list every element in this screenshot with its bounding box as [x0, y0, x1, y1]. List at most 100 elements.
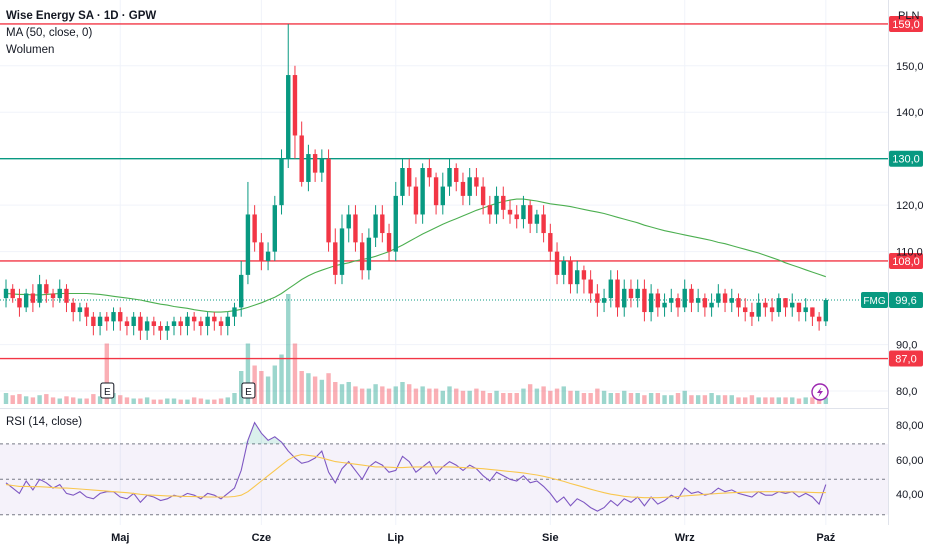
candle-body — [97, 316, 103, 326]
volume-bar — [104, 343, 109, 404]
earnings-marker-box — [100, 382, 115, 399]
candle — [359, 233, 365, 280]
volume-bar — [185, 399, 190, 404]
earnings-marker-label: E — [104, 387, 111, 398]
volume-bar — [165, 398, 170, 404]
volume-bar — [427, 388, 432, 404]
candle — [91, 312, 96, 336]
candle-body — [595, 293, 600, 303]
candles — [3, 23, 829, 340]
candle-body — [454, 168, 459, 182]
candle-body — [642, 288, 647, 313]
earnings-marker-label: E — [245, 387, 252, 398]
volume-bar — [763, 397, 768, 404]
candle-body — [575, 270, 580, 285]
moving-average — [5, 198, 826, 313]
candle — [635, 279, 640, 308]
candle — [790, 293, 795, 317]
volume-bar — [50, 397, 56, 404]
candle-body — [366, 237, 372, 271]
candle — [144, 316, 150, 340]
candle — [816, 312, 822, 331]
candle-body — [306, 154, 311, 182]
volume-bar — [790, 397, 795, 404]
candle — [460, 172, 466, 206]
candle-body — [810, 307, 815, 317]
candle-body — [178, 321, 183, 326]
candle-body — [776, 298, 781, 313]
candle-body — [803, 307, 808, 313]
volume-bar — [111, 393, 116, 404]
candle-body — [191, 316, 197, 322]
candle — [57, 279, 62, 303]
symbol-title[interactable]: Wise Energy SA · 1D · GPW — [6, 10, 156, 22]
price-tick-label: 150,0 — [896, 61, 924, 73]
candle — [111, 307, 116, 331]
volume-indicator-label[interactable]: Wolumen — [6, 44, 54, 56]
price-tick-label: 140,0 — [896, 107, 924, 119]
volume-bar — [494, 390, 499, 404]
volume-bar — [393, 386, 398, 404]
candle-body — [185, 316, 190, 326]
candle-body — [380, 214, 385, 234]
volume-bar — [561, 386, 566, 404]
volume-bar — [413, 388, 419, 404]
candle — [655, 288, 661, 317]
candle-body — [3, 288, 9, 299]
volume-bar — [662, 395, 667, 404]
volume-bar — [232, 393, 237, 404]
candle — [568, 256, 573, 294]
volume-bar — [373, 384, 378, 404]
candle — [225, 312, 230, 336]
candle-body — [30, 293, 36, 303]
ma50-line — [5, 198, 826, 313]
candle — [37, 274, 42, 308]
ma-indicator-label[interactable]: MA (50, close, 0) — [6, 27, 92, 39]
volume-bar — [10, 395, 15, 404]
candle — [527, 200, 533, 234]
price-level-tag — [889, 150, 923, 167]
candle-body — [662, 302, 667, 308]
volume-bar — [91, 394, 96, 404]
price-level-tag — [889, 252, 923, 269]
earnings-marker: E — [241, 382, 256, 399]
volume-bar — [595, 388, 600, 404]
last-price-symbol-tag — [861, 291, 888, 308]
candle-body — [709, 302, 714, 308]
candle-body — [521, 205, 526, 220]
volume-bar — [138, 398, 143, 404]
candle — [454, 163, 459, 192]
candle-body — [474, 177, 479, 187]
candle — [433, 172, 439, 215]
volume-bar — [400, 382, 405, 404]
volume-bar — [198, 398, 204, 404]
candle-body — [77, 307, 83, 313]
candle — [749, 302, 755, 326]
volume-bar — [695, 395, 701, 404]
rsi-overbought-fill — [241, 440, 248, 444]
volume-bar — [131, 398, 136, 404]
candle — [689, 284, 694, 313]
candle-body — [729, 298, 734, 303]
candle — [131, 312, 136, 336]
lightning-icon[interactable] — [811, 383, 829, 401]
volume-bar — [467, 390, 472, 404]
candle-body — [622, 288, 627, 308]
volume-bar — [407, 384, 412, 404]
candle — [487, 195, 493, 224]
volume-bar — [3, 393, 9, 404]
rsi-indicator-label[interactable]: RSI (14, close) — [6, 416, 82, 428]
candle — [642, 279, 647, 322]
candle — [17, 288, 22, 317]
volume-bar — [823, 397, 829, 404]
candle-body — [527, 205, 533, 224]
volume-bar — [736, 397, 741, 404]
price-level-tag — [889, 15, 923, 32]
volume-bar — [608, 393, 613, 404]
candle-body — [615, 279, 620, 308]
currency-label[interactable]: PLN — [898, 10, 919, 22]
rsi-line — [5, 421, 827, 512]
